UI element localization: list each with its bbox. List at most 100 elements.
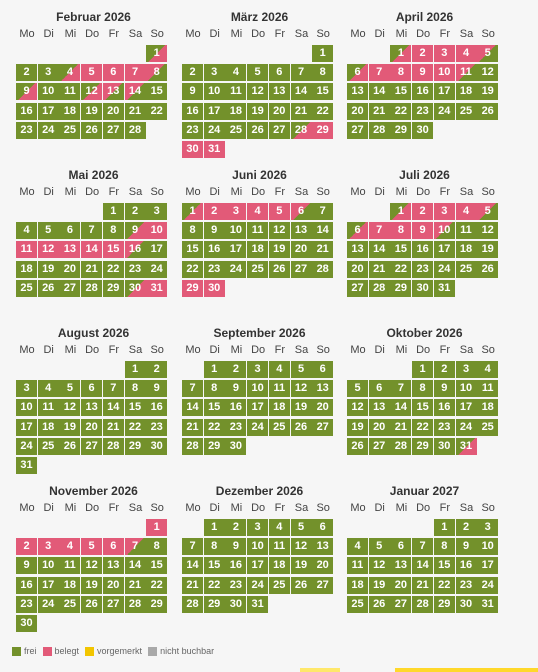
day-cell-booked[interactable]: 9 — [412, 64, 434, 82]
day-cell-free[interactable]: 25 — [59, 595, 81, 613]
day-cell-free[interactable]: 26 — [290, 418, 312, 436]
day-cell-booked[interactable]: 29 — [182, 279, 203, 297]
day-cell-free[interactable]: 22 — [146, 576, 168, 594]
day-cell-free[interactable]: 25 — [455, 260, 477, 278]
day-cell-free[interactable]: 5 — [477, 203, 499, 220]
day-cell-free[interactable]: 11 — [268, 380, 290, 398]
day-cell-free[interactable]: 3 — [247, 519, 269, 536]
day-cell-free[interactable]: 9 — [225, 538, 247, 556]
day-cell-booked[interactable]: 9 — [124, 222, 146, 240]
day-cell-free[interactable]: 28 — [124, 595, 146, 613]
day-cell-free[interactable]: 9 — [16, 557, 37, 575]
day-cell-free[interactable]: 8 — [203, 538, 225, 556]
day-cell-free[interactable]: 10 — [37, 557, 59, 575]
day-cell-free[interactable]: 28 — [182, 437, 203, 455]
day-cell-booked[interactable]: 3 — [37, 538, 59, 556]
day-cell-free[interactable]: 28 — [102, 437, 124, 455]
day-cell-free[interactable]: 4 — [347, 538, 368, 556]
day-cell-free[interactable]: 19 — [290, 399, 312, 417]
day-cell-free[interactable]: 23 — [203, 260, 225, 278]
day-cell-free[interactable]: 21 — [312, 241, 334, 259]
day-cell-free[interactable]: 18 — [59, 576, 81, 594]
day-cell-free[interactable]: 8 — [146, 538, 168, 556]
day-cell-free[interactable]: 20 — [268, 102, 290, 120]
day-cell-free[interactable]: 12 — [268, 222, 290, 240]
day-cell-free[interactable]: 9 — [225, 380, 247, 398]
day-cell-free[interactable]: 3 — [477, 519, 499, 536]
day-cell-free[interactable]: 29 — [433, 595, 455, 613]
day-cell-free[interactable]: 18 — [477, 399, 499, 417]
day-cell-free[interactable]: 2 — [16, 64, 37, 82]
day-cell-booked[interactable]: 2 — [412, 45, 434, 62]
day-cell-free[interactable]: 30 — [146, 437, 168, 455]
day-cell-free[interactable]: 27 — [268, 121, 290, 139]
day-cell-free[interactable]: 21 — [81, 260, 103, 278]
day-cell-booked[interactable]: 1 — [390, 203, 412, 220]
day-cell-free[interactable]: 27 — [102, 121, 124, 139]
day-cell-free[interactable]: 14 — [124, 557, 146, 575]
day-cell-free[interactable]: 30 — [225, 437, 247, 455]
day-cell-free[interactable]: 10 — [37, 83, 59, 101]
day-cell-free[interactable]: 2 — [124, 203, 146, 220]
day-cell-booked[interactable]: 2 — [203, 203, 225, 220]
day-cell-free[interactable]: 22 — [412, 418, 434, 436]
day-cell-free[interactable]: 22 — [203, 418, 225, 436]
day-cell-free[interactable]: 3 — [146, 203, 168, 220]
day-cell-free[interactable]: 9 — [146, 380, 168, 398]
day-cell-free[interactable]: 7 — [312, 203, 334, 220]
day-cell-free[interactable]: 15 — [203, 399, 225, 417]
day-cell-free[interactable]: 11 — [225, 83, 247, 101]
day-cell-free[interactable]: 12 — [477, 222, 499, 240]
day-cell-free[interactable]: 2 — [146, 361, 168, 378]
day-cell-booked[interactable]: 13 — [59, 241, 81, 259]
day-cell-free[interactable]: 5 — [59, 380, 81, 398]
day-cell-booked[interactable]: 4 — [455, 45, 477, 62]
day-cell-free[interactable]: 24 — [146, 260, 168, 278]
day-cell-free[interactable]: 17 — [37, 576, 59, 594]
day-cell-free[interactable]: 6 — [312, 361, 334, 378]
day-cell-booked[interactable]: 7 — [368, 222, 390, 240]
day-cell-free[interactable]: 4 — [477, 361, 499, 378]
day-cell-free[interactable]: 7 — [390, 380, 412, 398]
day-cell-free[interactable]: 12 — [290, 380, 312, 398]
day-cell-free[interactable]: 22 — [390, 260, 412, 278]
day-cell-free[interactable]: 9 — [455, 538, 477, 556]
day-cell-free[interactable]: 25 — [247, 260, 269, 278]
day-cell-free[interactable]: 11 — [37, 399, 59, 417]
day-cell-free[interactable]: 26 — [290, 576, 312, 594]
day-cell-free[interactable]: 8 — [102, 222, 124, 240]
day-cell-free[interactable]: 16 — [225, 557, 247, 575]
day-cell-free[interactable]: 3 — [455, 361, 477, 378]
day-cell-free[interactable]: 15 — [312, 83, 334, 101]
day-cell-free[interactable]: 26 — [81, 595, 103, 613]
day-cell-free[interactable]: 14 — [312, 222, 334, 240]
day-cell-free[interactable]: 7 — [412, 538, 434, 556]
day-cell-free[interactable]: 5 — [347, 380, 368, 398]
day-cell-free[interactable]: 28 — [124, 121, 146, 139]
day-cell-free[interactable]: 4 — [37, 380, 59, 398]
day-cell-free[interactable]: 17 — [225, 241, 247, 259]
day-cell-free[interactable]: 29 — [124, 437, 146, 455]
day-cell-free[interactable]: 6 — [312, 519, 334, 536]
day-cell-free[interactable]: 8 — [124, 380, 146, 398]
day-cell-free[interactable]: 28 — [182, 595, 203, 613]
day-cell-booked[interactable]: 14 — [81, 241, 103, 259]
day-cell-booked[interactable]: 4 — [247, 203, 269, 220]
day-cell-free[interactable]: 26 — [37, 279, 59, 297]
day-cell-free[interactable]: 5 — [37, 222, 59, 240]
day-cell-free[interactable]: 13 — [347, 241, 368, 259]
day-cell-free[interactable]: 10 — [433, 222, 455, 240]
day-cell-free[interactable]: 26 — [477, 260, 499, 278]
day-cell-free[interactable]: 24 — [16, 437, 37, 455]
day-cell-free[interactable]: 18 — [16, 260, 37, 278]
day-cell-free[interactable]: 27 — [390, 595, 412, 613]
day-cell-free[interactable]: 7 — [124, 538, 146, 556]
day-cell-free[interactable]: 6 — [368, 380, 390, 398]
day-cell-booked[interactable]: 2 — [412, 203, 434, 220]
day-cell-free[interactable]: 10 — [455, 380, 477, 398]
day-cell-free[interactable]: 4 — [59, 64, 81, 82]
day-cell-free[interactable]: 14 — [412, 557, 434, 575]
day-cell-free[interactable]: 18 — [247, 241, 269, 259]
day-cell-free[interactable]: 11 — [59, 557, 81, 575]
day-cell-free[interactable]: 5 — [290, 361, 312, 378]
